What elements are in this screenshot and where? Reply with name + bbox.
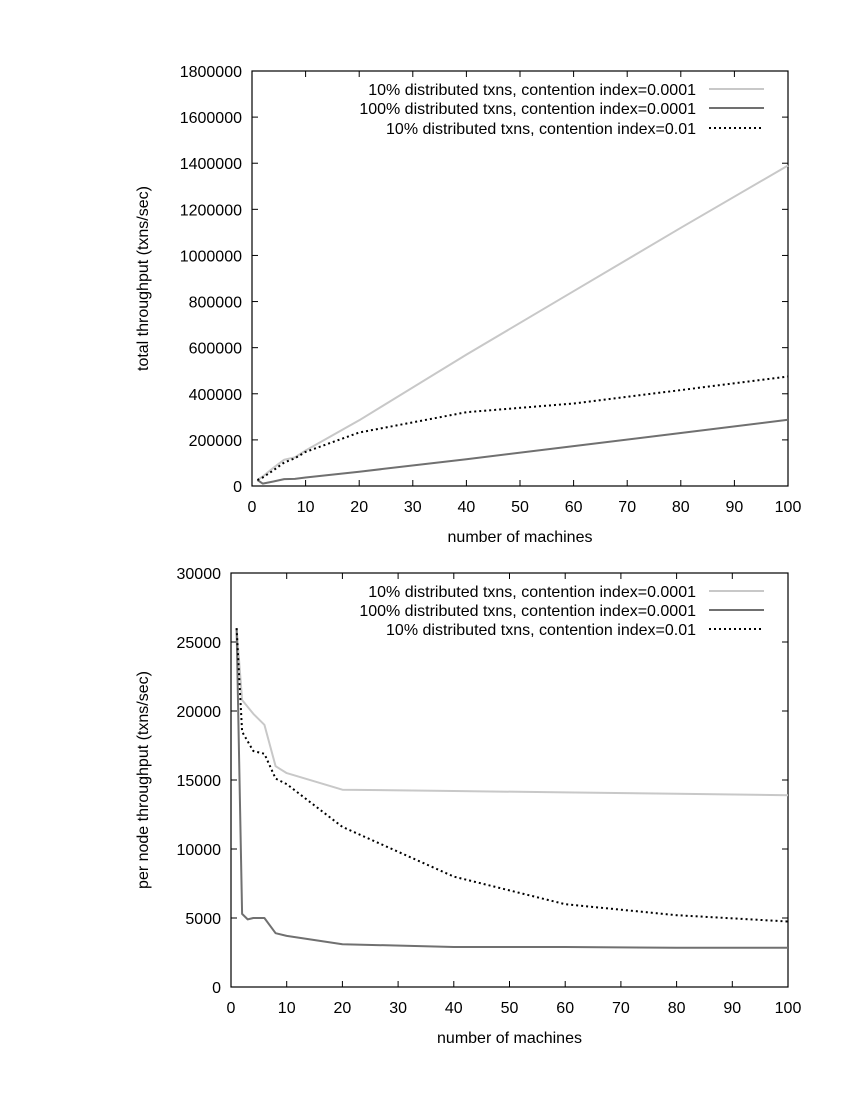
chart-per-node-throughput: 0 10 20 30 40 50 60 70 80 90 100 0 5000 10000 15000 200… xyxy=(135,566,801,1047)
x-tick-label: 0 xyxy=(248,499,257,516)
x-tick-label: 30 xyxy=(404,499,422,516)
legend-entry-2: 100% distributed txns, contention index=… xyxy=(359,603,696,620)
y-tick-label: 10000 xyxy=(177,842,222,859)
x-tick-label: 0 xyxy=(227,1000,236,1017)
x-tick-label: 10 xyxy=(278,1000,296,1017)
y-tick-label: 1200000 xyxy=(180,202,242,219)
x-tick-label: 80 xyxy=(672,499,690,516)
x-tick-label: 20 xyxy=(334,1000,352,1017)
x-tick-label: 90 xyxy=(723,1000,741,1017)
y-tick-label: 600000 xyxy=(189,341,242,358)
x-tick-label: 60 xyxy=(565,499,583,516)
x-tick-label: 80 xyxy=(668,1000,686,1017)
series-line-2 xyxy=(256,418,789,485)
x-tick-label: 90 xyxy=(726,499,744,516)
y-tick-label: 20000 xyxy=(177,704,222,721)
x-tick-label: 10 xyxy=(297,499,315,516)
y-tick-label: 1000000 xyxy=(180,248,242,265)
x-tick-label: 70 xyxy=(612,1000,630,1017)
x-axis-label: number of machines xyxy=(448,529,593,546)
x-tick-label: 70 xyxy=(618,499,636,516)
x-tick-label: 30 xyxy=(389,1000,407,1017)
y-tick-label: 1800000 xyxy=(180,64,242,81)
legend-entry-3: 10% distributed txns, contention index=0… xyxy=(386,121,696,138)
series-line-3 xyxy=(256,375,789,481)
y-axis-label: total throughput (txns/sec) xyxy=(135,186,152,371)
legend-entry-1: 10% distributed txns, contention index=0… xyxy=(368,82,696,99)
x-tick-label: 60 xyxy=(556,1000,574,1017)
y-tick-label: 800000 xyxy=(189,295,242,312)
y-tick-label: 0 xyxy=(212,980,221,997)
x-tick-label: 100 xyxy=(775,499,802,516)
legend-entry-1: 10% distributed txns, contention index=0… xyxy=(368,584,696,601)
x-tick-label: 50 xyxy=(511,499,529,516)
x-tick-label: 50 xyxy=(501,1000,519,1017)
y-tick-label: 0 xyxy=(233,479,242,496)
series-line-3 xyxy=(235,628,789,923)
series-line-1 xyxy=(256,164,789,481)
y-axis-label: per node throughput (txns/sec) xyxy=(135,671,152,889)
y-tick-label: 15000 xyxy=(177,773,222,790)
series-line-2 xyxy=(235,628,788,949)
y-tick-label: 5000 xyxy=(185,911,221,928)
y-tick-label: 1400000 xyxy=(180,156,242,173)
y-tick-label: 200000 xyxy=(189,433,242,450)
y-tick-label: 1600000 xyxy=(180,110,242,127)
x-axis-label: number of machines xyxy=(437,1030,582,1047)
y-tick-label: 25000 xyxy=(177,635,222,652)
y-tick-label: 400000 xyxy=(189,387,242,404)
x-tick-label: 100 xyxy=(775,1000,802,1017)
legend-entry-2: 100% distributed txns, contention index=… xyxy=(359,101,696,118)
x-tick-label: 20 xyxy=(350,499,368,516)
series-line-1 xyxy=(235,628,789,797)
legend-entry-3: 10% distributed txns, contention index=0… xyxy=(386,622,696,639)
y-tick-label: 30000 xyxy=(177,566,222,583)
x-tick-label: 40 xyxy=(458,499,476,516)
x-tick-label: 40 xyxy=(445,1000,463,1017)
chart-total-throughput: 0 10 20 30 40 50 60 70 80 90 100 0 200000 400000 60000… xyxy=(135,64,801,546)
